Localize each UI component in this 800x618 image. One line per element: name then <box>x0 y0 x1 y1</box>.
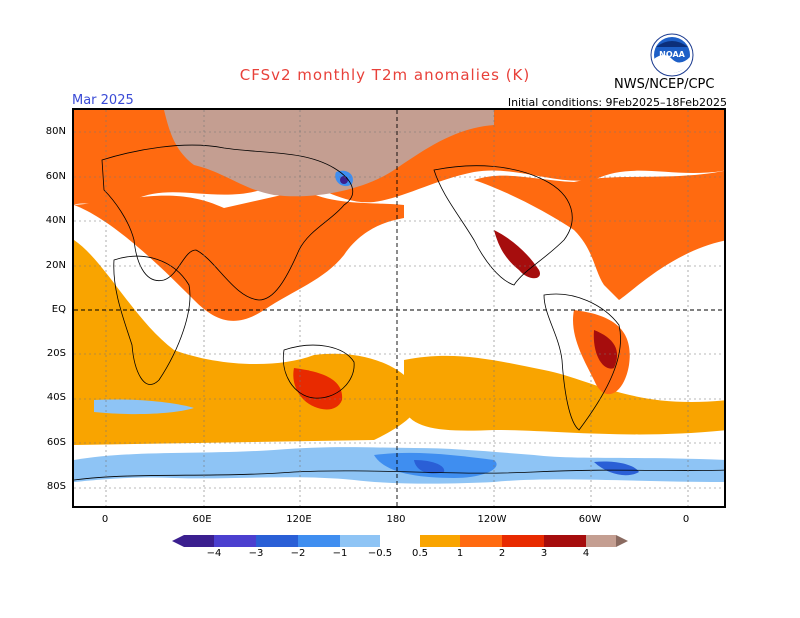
noaa-logo-icon: NOAA <box>650 33 694 77</box>
colorbar-label-neg3: −3 <box>248 548 264 559</box>
colorbar-label-p05: 0.5 <box>412 548 428 559</box>
colorbar-swatch-p2 <box>502 535 544 547</box>
lat-label-eq: EQ <box>51 304 66 315</box>
lat-label-40n: 40N <box>45 215 66 226</box>
colorbar-label-neg1: −1 <box>332 548 348 559</box>
lon-label-120w: 120W <box>477 514 507 525</box>
colorbar-swatch-p4 <box>586 535 616 547</box>
lat-label-20n: 20N <box>45 260 66 271</box>
agency-label: NWS/NCEP/CPC <box>614 77 715 92</box>
lat-label-60s: 60S <box>46 437 66 448</box>
lat-label-20s: 20S <box>46 348 66 359</box>
anomaly-map-svg <box>74 110 724 506</box>
colorbar-label-neg05: −0.5 <box>367 548 393 559</box>
colorbar-swatch-p3 <box>544 535 586 547</box>
colorbar <box>172 535 628 547</box>
colorbar-label-p1: 1 <box>456 548 464 559</box>
lat-label-80s: 80S <box>46 481 66 492</box>
colorbar-swatch-neutral <box>380 535 420 547</box>
lon-label-180: 180 <box>386 514 406 525</box>
noaa-logo-text: NOAA <box>659 50 685 59</box>
colorbar-swatch-p05 <box>420 535 460 547</box>
forecast-month: Mar 2025 <box>72 93 134 108</box>
anomaly-map <box>72 108 726 508</box>
lon-label-0-right: 0 <box>682 514 690 525</box>
colorbar-swatch-p1 <box>460 535 502 547</box>
initial-conditions: Initial conditions: 9Feb2025–18Feb2025 <box>507 96 727 109</box>
colorbar-label-neg4: −4 <box>206 548 222 559</box>
colorbar-swatch-neg2 <box>256 535 298 547</box>
colorbar-label-p2: 2 <box>498 548 506 559</box>
colorbar-swatch-neg4 <box>184 535 214 547</box>
lon-label-0: 0 <box>101 514 109 525</box>
colorbar-swatch-below-neg4 <box>172 535 184 547</box>
lon-label-60e: 60E <box>192 514 212 525</box>
colorbar-label-p4: 4 <box>582 548 590 559</box>
colorbar-label-neg2: −2 <box>290 548 306 559</box>
lon-label-120e: 120E <box>286 514 312 525</box>
continent-outlines <box>74 144 724 481</box>
lat-label-60n: 60N <box>45 171 66 182</box>
reference-lines <box>74 110 724 506</box>
colorbar-swatch-above-4 <box>616 535 628 547</box>
colorbar-label-p3: 3 <box>540 548 548 559</box>
lat-label-80n: 80N <box>45 126 66 137</box>
colorbar-swatch-neg3 <box>214 535 256 547</box>
colorbar-swatch-neg1 <box>298 535 340 547</box>
chart-title: CFSv2 monthly T2m anomalies (K) <box>239 66 531 84</box>
lon-label-60w: 60W <box>578 514 602 525</box>
lat-label-40s: 40S <box>46 392 66 403</box>
colorbar-swatch-neg05 <box>340 535 380 547</box>
